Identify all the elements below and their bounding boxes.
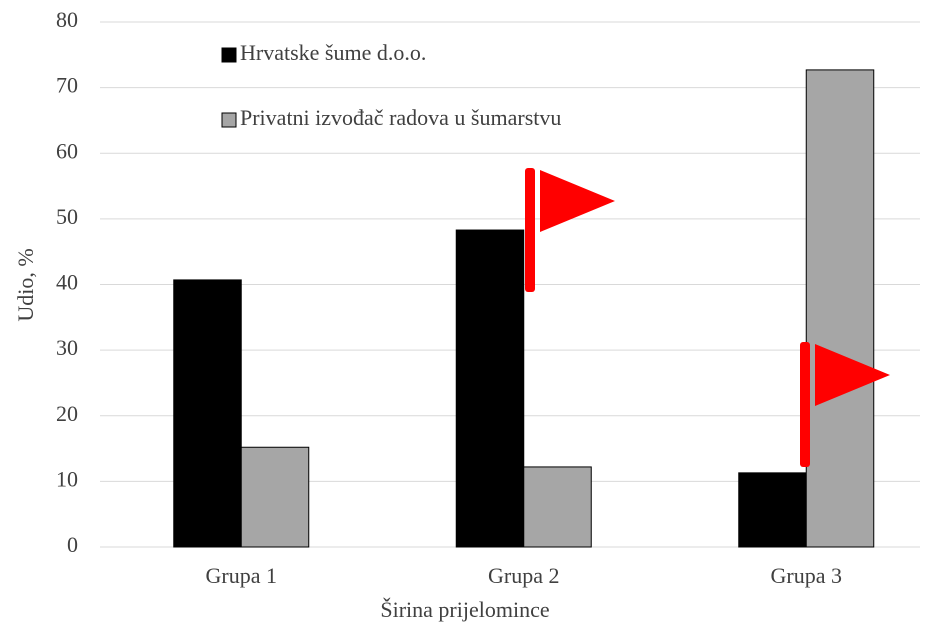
flag-banner [815, 344, 890, 406]
y-tick-label: 0 [67, 532, 78, 557]
legend-label: Hrvatske šume d.o.o. [240, 40, 426, 65]
flags [525, 168, 890, 467]
bar [173, 279, 242, 548]
y-tick-label: 70 [56, 73, 78, 98]
y-tick-label: 10 [56, 466, 78, 491]
x-axis-label: Širina prijelomince [380, 597, 549, 622]
y-axis-label: Udio, % [13, 248, 38, 321]
y-tick-label: 60 [56, 138, 78, 163]
x-tick-label: Grupa 1 [206, 563, 277, 588]
y-tick-label: 40 [56, 270, 78, 295]
x-tick-label: Grupa 3 [771, 563, 842, 588]
bar [805, 69, 875, 548]
legend-swatch [221, 112, 237, 128]
y-tick-label: 50 [56, 204, 78, 229]
legend-swatch [221, 47, 237, 63]
flag-banner [540, 170, 615, 232]
x-tick-label: Grupa 2 [488, 563, 559, 588]
flag-pole [525, 168, 535, 292]
bar [738, 472, 807, 548]
y-tick-label: 80 [56, 7, 78, 32]
bar [240, 446, 310, 548]
y-tick-label: 30 [56, 335, 78, 360]
flag-pole [800, 342, 810, 467]
legend-label: Privatni izvođač radova u šumarstvu [240, 105, 561, 130]
bar [523, 466, 592, 548]
bar [455, 229, 525, 548]
y-tick-label: 20 [56, 401, 78, 426]
